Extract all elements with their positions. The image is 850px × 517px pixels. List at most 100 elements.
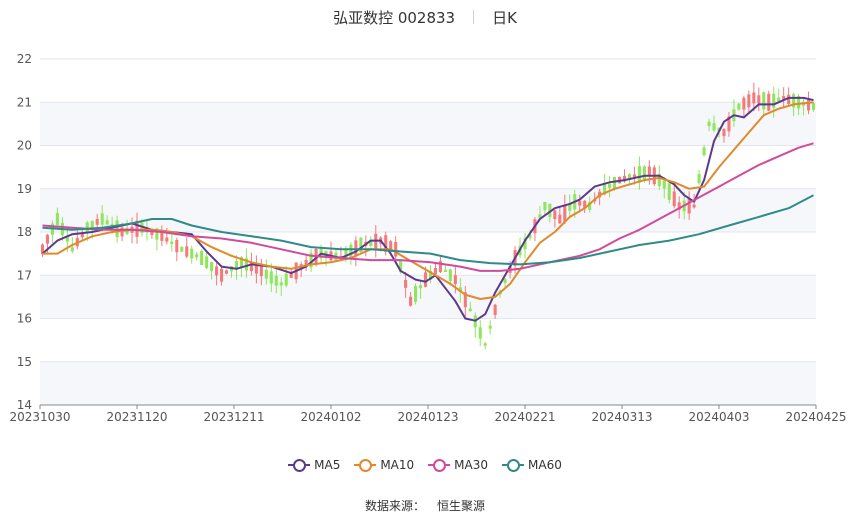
grid-band	[40, 188, 816, 232]
candle-body	[418, 285, 423, 289]
candle-body	[692, 204, 696, 208]
candle-body	[359, 237, 363, 253]
ma-line-ma30	[42, 142, 814, 272]
stock-title: 弘亚数控 002833	[333, 8, 456, 27]
header-divider	[473, 10, 475, 24]
candle-body	[205, 256, 209, 269]
candle-body	[647, 166, 651, 177]
candle-body	[274, 275, 278, 286]
legend-item-ma10[interactable]: MA10	[354, 458, 414, 472]
grid-band	[40, 361, 816, 405]
candle-body	[239, 257, 244, 268]
candle-body	[677, 202, 681, 210]
source-label: 数据来源：	[364, 499, 425, 513]
candle-body	[309, 252, 313, 268]
legend-label: MA60	[528, 458, 562, 472]
candle-body	[279, 282, 283, 286]
y-tick-label: 14	[17, 398, 32, 412]
x-tick-label: 20240313	[591, 410, 652, 424]
candle-body	[727, 116, 731, 132]
candle-body	[428, 270, 433, 280]
candle-body	[797, 96, 801, 109]
candle-body	[722, 128, 726, 137]
candle-body	[608, 183, 612, 188]
candle-body	[568, 204, 572, 211]
candle-body	[603, 182, 607, 195]
candle-body	[433, 268, 438, 274]
candle-body	[632, 174, 636, 178]
candle-body	[697, 174, 701, 184]
candle-body	[40, 244, 45, 255]
candle-body	[493, 304, 497, 315]
y-tick-label: 22	[17, 52, 32, 66]
candle-body	[806, 99, 811, 111]
candle-body	[289, 272, 293, 278]
candle-body	[354, 240, 358, 257]
legend-item-ma30[interactable]: MA30	[428, 458, 488, 472]
candle-body	[344, 249, 348, 260]
candle-body	[707, 121, 711, 127]
candle-body	[772, 93, 776, 108]
legend: MA5 MA10 MA30 MA60	[0, 458, 850, 472]
legend-item-ma60[interactable]: MA60	[502, 458, 562, 472]
candle-body	[65, 236, 69, 242]
x-tick-label: 20240102	[300, 410, 361, 424]
candle-body	[284, 273, 288, 286]
candle-body	[523, 237, 527, 250]
candle-body	[563, 204, 567, 222]
candle-body	[244, 258, 248, 271]
candle-body	[349, 244, 353, 259]
candle-body	[478, 327, 482, 339]
candle-body	[200, 250, 204, 266]
candle-body	[45, 234, 50, 244]
candle-body	[453, 275, 457, 284]
candle-body	[399, 260, 403, 273]
y-tick-label: 15	[17, 355, 32, 369]
candle-body	[85, 222, 89, 233]
candle-body	[220, 268, 224, 282]
moving-average-lines	[41, 96, 814, 322]
candle-body	[543, 201, 547, 211]
candle-body	[787, 94, 791, 105]
legend-marker-icon	[502, 458, 525, 472]
candle-body	[558, 214, 562, 224]
candle-body	[210, 261, 214, 272]
candle-body	[583, 200, 587, 209]
candle-body	[762, 92, 766, 110]
candle-body	[165, 237, 169, 242]
candle-body	[503, 279, 507, 283]
candle-body	[483, 343, 487, 346]
candle-body	[468, 308, 472, 312]
candle-body	[115, 220, 119, 238]
candle-body	[642, 166, 646, 180]
x-tick-label: 20240403	[688, 410, 749, 424]
candle-body	[627, 174, 632, 181]
legend-label: MA30	[454, 458, 489, 472]
candles	[40, 82, 816, 350]
candle-body	[95, 219, 99, 225]
legend-item-ma5[interactable]: MA5	[288, 458, 340, 472]
candle-body	[374, 233, 378, 250]
candle-body	[90, 221, 94, 229]
candle-body	[767, 93, 771, 111]
x-tick-label: 20240221	[494, 410, 555, 424]
grid-band	[40, 102, 816, 146]
candle-body	[195, 254, 199, 258]
candle-body	[389, 241, 393, 252]
candle-body	[70, 247, 74, 252]
legend-marker-icon	[354, 458, 377, 472]
candle-body	[254, 263, 258, 274]
source-name: 恒生聚源	[437, 499, 486, 513]
candle-body	[672, 191, 676, 207]
x-tick-label: 20231211	[203, 410, 264, 424]
candle-body	[215, 266, 219, 276]
candle-body	[488, 325, 492, 329]
candle-body	[448, 269, 452, 282]
candle-body	[702, 147, 706, 156]
candle-body	[170, 241, 174, 245]
candle-body	[742, 97, 746, 110]
candle-body	[155, 228, 159, 240]
candle-body	[737, 103, 741, 110]
ma-line-ma60	[42, 194, 814, 266]
candle-body	[264, 269, 268, 279]
